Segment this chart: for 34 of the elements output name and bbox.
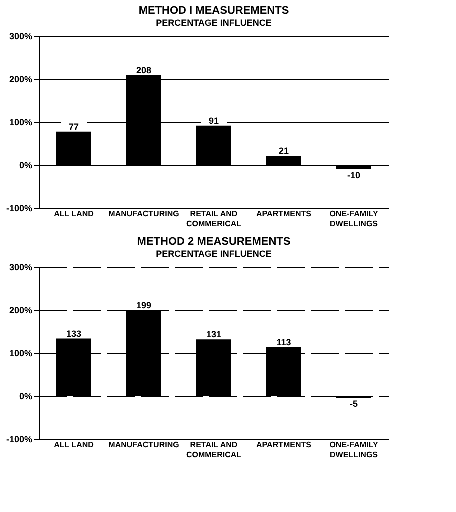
x-tick-label: ONE-FAMILY DWELLINGS — [330, 210, 379, 228]
data-label: 21 — [278, 146, 290, 156]
y-tick-label: 200% — [9, 74, 32, 84]
data-label: 131 — [206, 330, 222, 340]
chart-title: METHOD 2 MEASUREMENTS — [137, 236, 291, 248]
y-tick-label: 100% — [9, 348, 32, 358]
y-tick-label: 100% — [9, 118, 32, 128]
data-label: 133 — [66, 328, 82, 339]
y-tick-label: -100% — [6, 434, 32, 444]
x-tick-label: RETAIL AND COMMERICAL — [186, 440, 242, 460]
x-tick-label: MANUFACTURING — [108, 440, 180, 450]
y-tick-label: 0% — [19, 392, 32, 402]
x-tick-label: ONE-FAMILY DWELLINGS — [330, 440, 379, 460]
data-label: 199 — [136, 300, 152, 310]
data-label: 113 — [276, 337, 292, 348]
y-tick-label: 200% — [9, 306, 32, 316]
x-tick-label: APARTMENTS — [256, 210, 312, 218]
x-tick-label: MANUFACTURING — [108, 210, 180, 218]
x-tick-label: RETAIL AND COMMERICAL — [186, 210, 242, 228]
x-tick-label: APARTMENTS — [256, 440, 312, 450]
y-tick-label: 0% — [19, 160, 32, 170]
chart-subtitle: PERCENTAGE INFLUENCE — [156, 18, 272, 28]
y-tick-label: 300% — [9, 262, 32, 272]
data-label: -5 — [350, 399, 358, 410]
data-label: 77 — [68, 122, 80, 132]
data-label: 208 — [136, 66, 152, 76]
x-tick-label: ALL LAND — [54, 440, 94, 450]
chart-subtitle: PERCENTAGE INFLUENCE — [156, 249, 272, 259]
x-tick-label: ALL LAND — [54, 210, 94, 218]
data-label: 91 — [208, 116, 220, 126]
y-tick-label: -100% — [6, 204, 32, 214]
y-tick-label: 300% — [9, 32, 32, 42]
chart-title: METHOD I MEASUREMENTS — [138, 5, 290, 17]
data-label: -10 — [347, 170, 361, 180]
